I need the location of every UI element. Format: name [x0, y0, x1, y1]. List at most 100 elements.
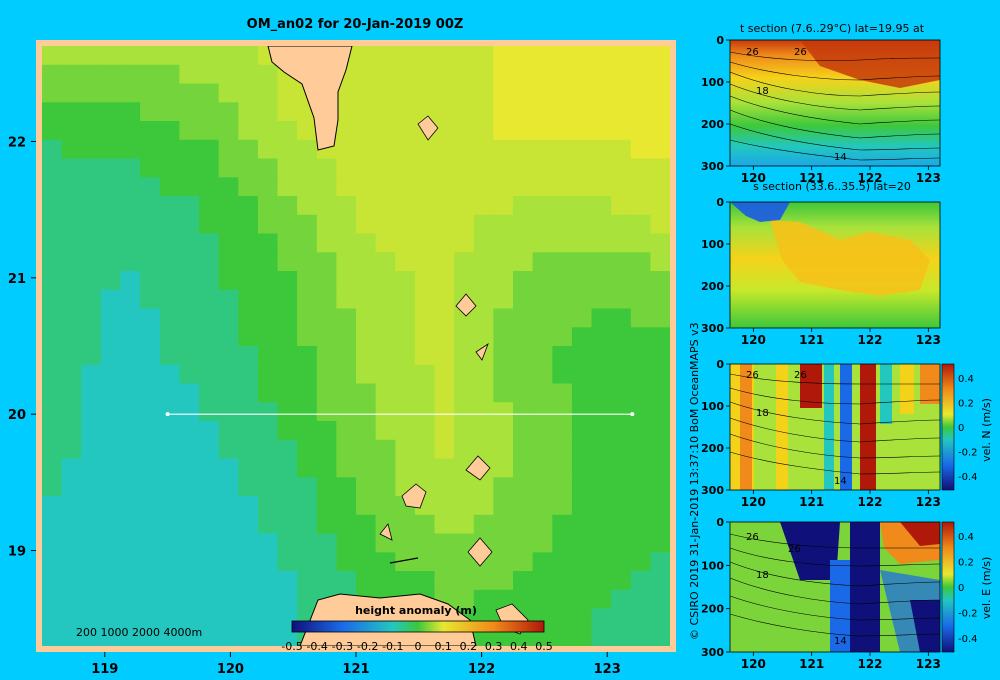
field-cell: [81, 383, 102, 403]
field-cell: [532, 158, 553, 178]
field-cell: [199, 271, 220, 291]
field-cell: [257, 552, 279, 572]
field-cell: [356, 514, 377, 535]
field-cell: [218, 271, 239, 291]
field-cell: [316, 439, 337, 460]
field-cell: [493, 177, 514, 197]
field-cell: [611, 402, 632, 422]
field-cell: [297, 514, 318, 535]
field-cell: [42, 46, 63, 66]
field-cell: [159, 214, 180, 235]
field-cell: [159, 64, 180, 85]
field-cell: [120, 589, 141, 610]
field-cell: [81, 102, 102, 122]
field-cell: [316, 383, 337, 403]
field-cell: [81, 289, 102, 310]
field-cell: [316, 514, 337, 535]
field-cell: [375, 139, 396, 160]
field-cell: [140, 364, 161, 385]
field-cell: [395, 46, 416, 66]
field-cell: [552, 252, 573, 272]
field-cell: [100, 233, 122, 253]
field-cell: [571, 383, 593, 403]
field-cell: [591, 102, 612, 122]
islet: [417, 115, 439, 141]
field-cell: [493, 308, 514, 328]
field-cell: [159, 608, 180, 628]
field-cell: [238, 571, 259, 591]
field-cell: [120, 364, 141, 385]
field-cell: [493, 477, 514, 497]
field-cell: [316, 477, 337, 497]
field-cell: [218, 177, 239, 197]
field-cell: [81, 64, 102, 85]
field-cell: [650, 308, 670, 328]
field-cell: [532, 571, 553, 591]
field-cell: [650, 514, 670, 535]
field-cell: [493, 383, 514, 403]
field-cell: [356, 364, 377, 385]
northward-velocity-panel: 26 26 18 14 vel. N (m/s): [729, 363, 993, 491]
field-cell: [179, 308, 200, 328]
field-cell: [414, 346, 436, 366]
field-cell: [159, 139, 180, 160]
field-cell: [100, 214, 122, 235]
field-cell: [414, 439, 436, 460]
field-cell: [611, 308, 632, 328]
field-cell: [571, 327, 593, 347]
field-cell: [395, 83, 416, 103]
field-cell: [532, 496, 553, 516]
field-cell: [552, 196, 573, 216]
field-cell: [277, 477, 298, 497]
field-cell: [375, 514, 396, 535]
field-cell: [61, 214, 82, 235]
field-cell: [414, 533, 436, 553]
field-cell: [81, 139, 102, 160]
field-cell: [218, 214, 239, 235]
field-cell: [356, 271, 377, 291]
field-cell: [238, 608, 259, 628]
field-cell: [473, 289, 494, 310]
field-cell: [513, 383, 534, 403]
field-cell: [611, 121, 632, 141]
field-cell: [611, 552, 632, 572]
field-cell: [591, 514, 612, 535]
field-cell: [571, 364, 593, 385]
field-cell: [199, 458, 220, 478]
field-cell: [493, 46, 514, 66]
field-cell: [61, 589, 82, 610]
field-cell: [199, 83, 220, 103]
field-cell: [611, 64, 632, 85]
colorbar-tick-label: 0.3: [485, 640, 503, 653]
field-cell: [513, 589, 534, 610]
field-cell: [159, 102, 180, 122]
field-cell: [336, 271, 357, 291]
field-cell: [277, 402, 298, 422]
field-cell: [81, 608, 102, 628]
field-cell: [473, 121, 494, 141]
field-cell: [179, 233, 200, 253]
field-cell: [120, 571, 141, 591]
field-cell: [218, 327, 239, 347]
field-cell: [513, 214, 534, 235]
field-cell: [159, 233, 180, 253]
field-cell: [238, 514, 259, 535]
field-cell: [61, 158, 82, 178]
field-cell: [218, 402, 239, 422]
field-cell: [356, 439, 377, 460]
field-cell: [100, 627, 122, 646]
colorbar-tick-label: -0.2: [357, 640, 378, 653]
field-cell: [238, 289, 259, 310]
field-cell: [375, 271, 396, 291]
field-cell: [356, 383, 377, 403]
islet: [379, 523, 393, 541]
field-cell: [473, 514, 494, 535]
field-cell: [513, 571, 534, 591]
field-cell: [199, 421, 220, 441]
field-cell: [277, 233, 298, 253]
field-cell: [571, 402, 593, 422]
field-cell: [100, 421, 122, 441]
field-cell: [61, 458, 82, 478]
field-cell: [179, 477, 200, 497]
field-cell: [297, 158, 318, 178]
